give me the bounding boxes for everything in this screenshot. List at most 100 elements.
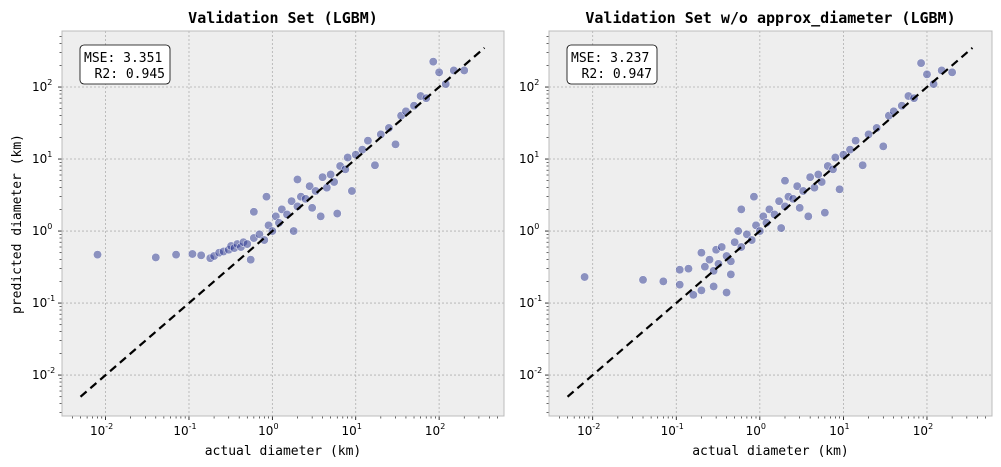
y-tick-exponent: -1: [47, 294, 55, 303]
data-point: [434, 67, 444, 77]
y-tick-label: 10-2: [519, 366, 542, 382]
y-axis-label: predicted diameter (km): [10, 134, 25, 314]
data-point: [922, 69, 932, 79]
x-axis-label: actual diameter (km): [205, 444, 362, 459]
data-point: [792, 181, 802, 191]
data-point: [391, 139, 400, 149]
data-point: [370, 160, 380, 170]
data-point: [638, 275, 648, 285]
x-tick-label: 102: [913, 422, 933, 438]
y-tick-exponent: 0: [47, 222, 52, 231]
y-tick-exponent: 0: [534, 222, 539, 231]
y-tick-exponent: -1: [534, 294, 542, 303]
mse-value: MSE: 3.237: [571, 51, 649, 66]
r2-value: R2: 0.947: [582, 67, 652, 82]
x-tick-label: 10-1: [661, 422, 684, 438]
x-tick-label: 10-2: [90, 422, 113, 438]
y-tick-label: 102: [519, 78, 539, 94]
x-tick-label: 100: [258, 422, 278, 438]
mse-value: MSE: 3.351: [84, 51, 162, 66]
y-tick-label: 101: [519, 150, 539, 166]
x-tick-exponent: 2: [440, 422, 445, 431]
data-point: [316, 211, 326, 221]
data-point: [851, 136, 861, 146]
data-point: [780, 176, 790, 186]
y-tick-label: 10-2: [32, 366, 55, 382]
data-point: [722, 288, 732, 297]
x-tick-exponent: 0: [761, 422, 766, 431]
data-point: [249, 207, 259, 217]
data-point: [347, 186, 357, 196]
chart-title: Validation Set w/o approx_diameter (LGBM…: [585, 9, 955, 27]
data-point: [805, 172, 815, 182]
data-point: [795, 203, 805, 213]
data-point: [709, 282, 719, 291]
plot-frame: [61, 30, 505, 417]
data-point: [343, 153, 353, 162]
x-tick-exponent: 2: [928, 422, 933, 431]
data-point: [363, 136, 373, 146]
x-tick-exponent: 0: [273, 422, 278, 431]
data-point: [318, 172, 328, 182]
data-point: [820, 208, 830, 218]
data-point: [696, 285, 706, 295]
data-point: [93, 250, 102, 260]
x-tick-exponent: -1: [189, 422, 197, 431]
data-point: [254, 229, 264, 239]
y-tick-exponent: -2: [47, 366, 55, 375]
chart-title: Validation Set (LGBM): [188, 9, 378, 27]
y-tick-exponent: 2: [534, 78, 539, 87]
x-tick-label: 102: [425, 422, 445, 438]
data-point: [384, 123, 394, 133]
data-point: [684, 264, 693, 274]
data-point: [305, 181, 315, 191]
y-tick-exponent: 1: [47, 150, 52, 159]
data-point: [287, 196, 297, 206]
x-tick-exponent: -2: [592, 422, 600, 431]
r2-value: R2: 0.945: [95, 67, 165, 82]
x-tick-label: 101: [342, 422, 362, 438]
y-tick-label: 100: [32, 222, 52, 238]
data-point: [307, 203, 317, 213]
data-point: [293, 175, 302, 184]
data-point: [326, 170, 336, 179]
data-point: [459, 65, 469, 75]
data-point: [289, 226, 299, 236]
y-tick-label: 10-1: [519, 294, 542, 310]
stats-box: [566, 44, 658, 85]
data-point: [675, 280, 685, 290]
data-point: [858, 160, 868, 170]
data-point: [776, 223, 786, 233]
plot-frame: [548, 30, 993, 417]
x-tick-exponent: 1: [357, 422, 362, 431]
data-point: [916, 58, 926, 68]
data-point: [835, 184, 845, 194]
data-point: [580, 272, 590, 282]
x-tick-label: 10-2: [577, 422, 600, 438]
x-axis-label: actual diameter (km): [692, 444, 849, 459]
x-tick-exponent: -2: [105, 422, 113, 431]
y-tick-label: 101: [32, 150, 52, 166]
data-point: [733, 226, 743, 236]
y-tick-exponent: 2: [47, 78, 52, 87]
data-point: [774, 196, 784, 206]
data-point: [830, 153, 840, 162]
x-tick-exponent: -1: [676, 422, 684, 431]
data-point: [747, 235, 757, 245]
y-tick-exponent: 1: [534, 150, 539, 159]
y-tick-label: 10-1: [32, 294, 55, 310]
data-point: [688, 290, 698, 300]
reference-line: [566, 47, 974, 398]
x-tick-label: 101: [829, 422, 849, 438]
data-point: [187, 249, 197, 259]
data-point: [872, 123, 882, 133]
data-point: [742, 229, 752, 239]
data-point: [730, 237, 740, 247]
x-tick-exponent: 1: [844, 422, 849, 431]
data-point: [322, 183, 332, 193]
data-point: [262, 192, 271, 202]
y-tick-label: 102: [32, 78, 52, 94]
